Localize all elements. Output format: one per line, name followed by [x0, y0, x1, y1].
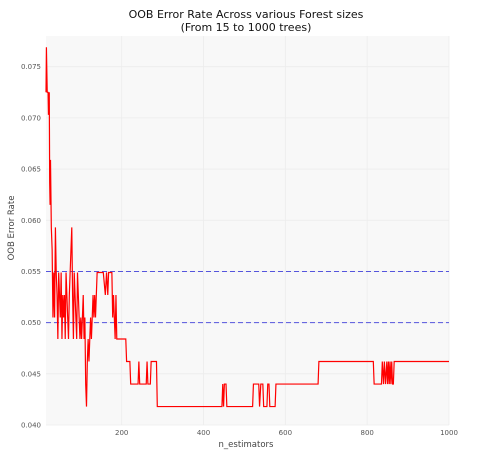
y-tick-label: 0.075 [21, 63, 41, 71]
x-tick-label: 400 [197, 429, 210, 437]
plot-area [46, 36, 449, 425]
x-axis-label: n_estimators [219, 440, 275, 450]
x-axis-ticks: 200 400 600 800 1000 [115, 429, 458, 437]
reference-lines [46, 270, 449, 324]
series-layer [45, 47, 449, 408]
series-line [45, 47, 449, 408]
y-axis-ticks: 0.040 0.045 0.050 0.055 0.060 0.065 0.070 0.075 [21, 63, 41, 429]
chart-subtitle: (From 15 to 1000 trees) [181, 21, 312, 34]
y-tick-label: 0.045 [21, 370, 41, 378]
chart-title: OOB Error Rate Across various Forest siz… [129, 8, 364, 21]
x-tick-label: 200 [115, 429, 128, 437]
x-tick-label: 800 [360, 429, 373, 437]
y-tick-label: 0.055 [21, 268, 41, 276]
y-tick-label: 0.060 [21, 217, 41, 225]
y-tick-label: 0.050 [21, 319, 41, 327]
y-tick-label: 0.065 [21, 166, 41, 174]
x-tick-label: 600 [279, 429, 292, 437]
y-tick-label: 0.070 [21, 114, 41, 122]
y-tick-label: 0.040 [21, 422, 41, 430]
y-axis-label: OOB Error Rate [7, 196, 17, 261]
x-tick-label: 1000 [440, 429, 458, 437]
